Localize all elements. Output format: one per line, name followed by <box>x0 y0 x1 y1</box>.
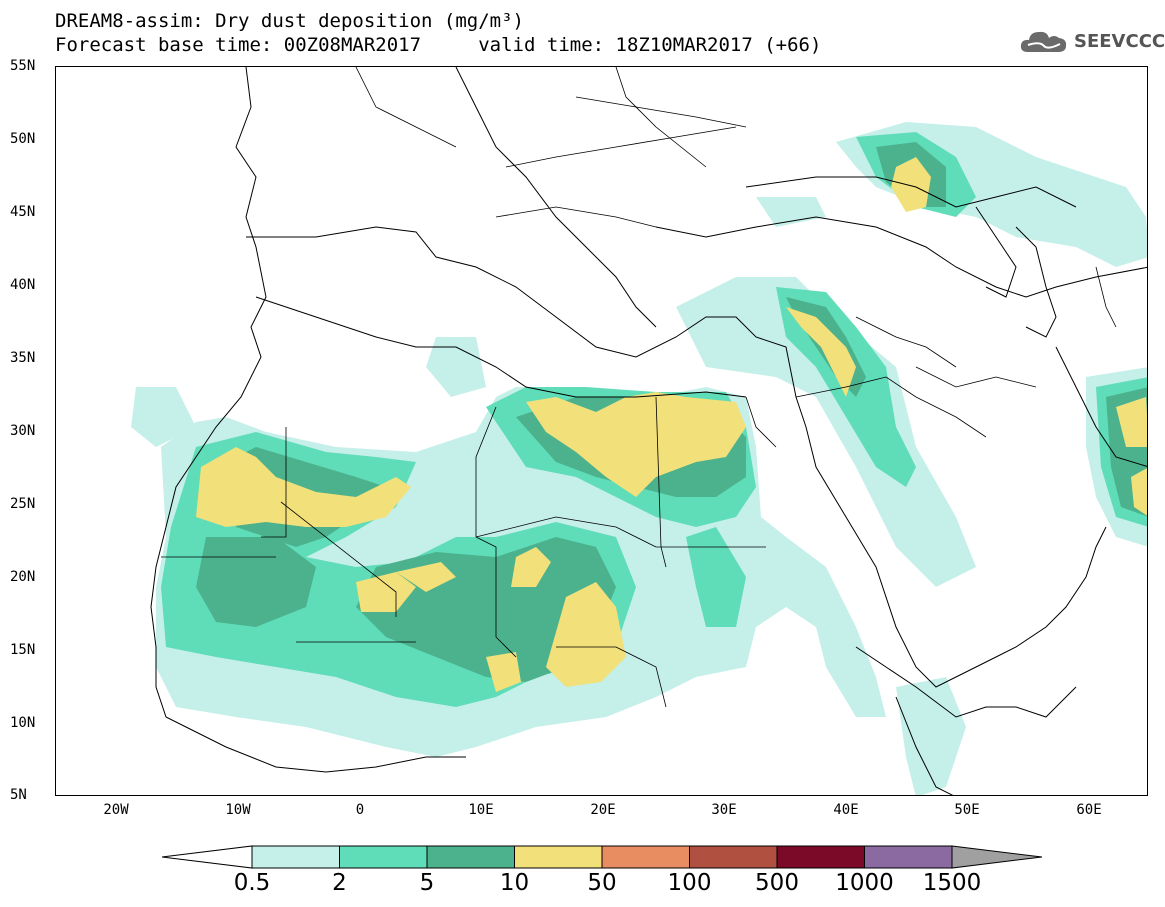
lat-label: 50N <box>10 131 36 147</box>
colorbar-label: 10 <box>499 870 530 896</box>
colorbar-under-triangle <box>162 845 253 869</box>
lat-label: 45N <box>10 204 36 220</box>
lon-label: 50E <box>954 802 980 818</box>
colorbar-label: 2 <box>332 870 347 896</box>
dust-deposition-field <box>131 122 1147 795</box>
lat-label: 10N <box>10 715 36 731</box>
colorbar-swatch <box>339 845 428 869</box>
lon-label: 20E <box>590 802 616 818</box>
country-borders <box>161 67 1117 708</box>
colorbar-swatch <box>514 845 603 869</box>
map-subtitle: Forecast base time: 00Z08MAR2017 valid t… <box>55 34 822 56</box>
colorbar-swatch <box>864 845 953 869</box>
seevccc-logo: SEEVCCC <box>1018 28 1165 54</box>
map-title: DREAM8-assim: Dry dust deposition (mg/m³… <box>55 10 524 32</box>
colorbar-swatch <box>689 845 778 869</box>
lon-label: 30E <box>711 802 737 818</box>
colorbar-swatch <box>601 845 690 869</box>
lon-label: 20W <box>103 802 129 818</box>
cloud-icon <box>1020 31 1067 52</box>
lat-label: 15N <box>10 642 36 658</box>
logo-text: SEEVCCC <box>1074 30 1165 52</box>
map-panel <box>55 66 1148 796</box>
lon-label: 0 <box>355 802 365 818</box>
lat-label: 5N <box>10 787 27 803</box>
lat-label: 30N <box>10 423 36 439</box>
dust-map <box>131 67 1147 795</box>
lat-label: 25N <box>10 496 36 512</box>
colorbar-label: 0.5 <box>233 870 271 896</box>
lat-label: 55N <box>10 58 36 74</box>
coastlines <box>150 67 1147 795</box>
lon-label: 10W <box>225 802 251 818</box>
colorbar-label: 50 <box>587 870 617 896</box>
colorbar-label: 5 <box>419 870 435 896</box>
colorbar-swatch <box>776 845 865 869</box>
lat-label: 35N <box>10 350 36 366</box>
colorbar-swatch <box>251 845 340 869</box>
colorbar-label: 1000 <box>835 870 894 896</box>
lon-label: 40E <box>833 802 859 818</box>
lat-label: 20N <box>10 569 36 585</box>
lon-label: 10E <box>468 802 494 818</box>
colorbar-over-triangle <box>951 845 1042 869</box>
colorbar-label: 500 <box>755 870 799 896</box>
colorbar-swatch <box>426 845 515 869</box>
lon-label: 60E <box>1076 802 1102 818</box>
colorbar-label: 1500 <box>922 870 982 896</box>
colorbar <box>162 845 1042 869</box>
colorbar-label: 100 <box>667 870 712 896</box>
lat-label: 40N <box>10 277 36 293</box>
